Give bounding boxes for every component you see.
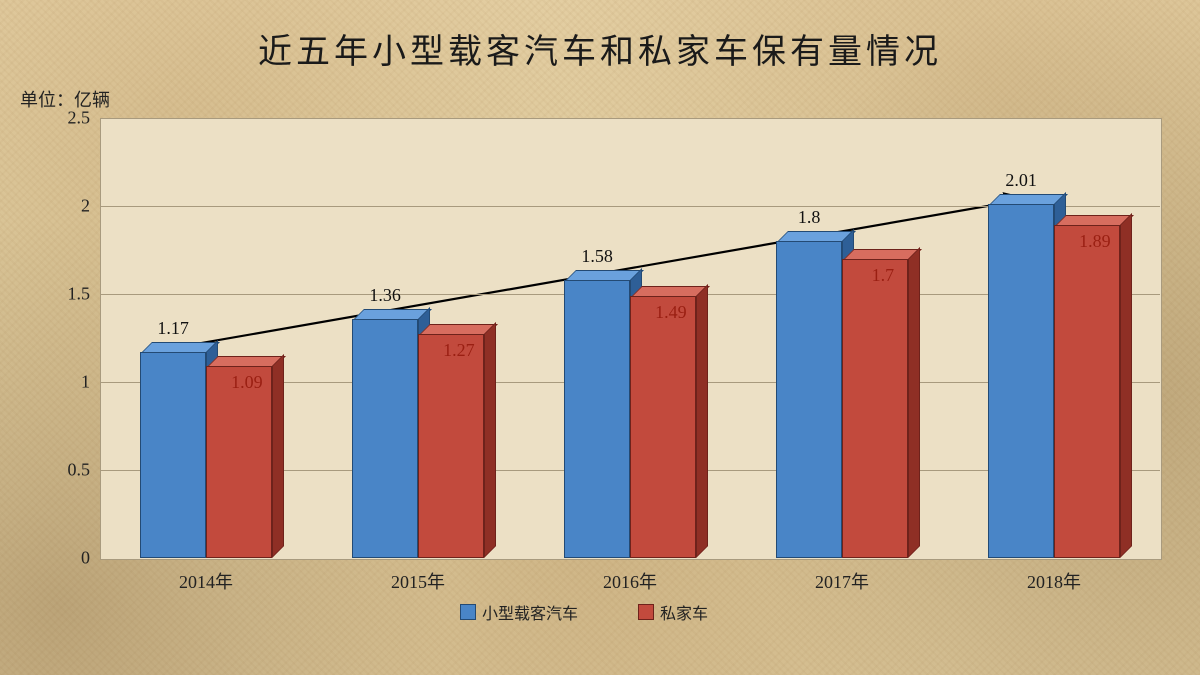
x-tick-label: 2014年	[100, 568, 312, 594]
bar	[842, 259, 908, 558]
value-label: 1.7	[842, 265, 924, 286]
legend-swatch	[460, 604, 476, 620]
legend-item: 小型载客汽车	[460, 600, 578, 624]
value-label: 1.36	[342, 285, 428, 306]
bar	[1054, 225, 1120, 558]
y-tick-label: 2	[40, 196, 90, 217]
y-tick-label: 1	[40, 372, 90, 393]
value-label: 1.49	[630, 302, 712, 323]
bar	[418, 334, 484, 558]
legend-item: 私家车	[638, 600, 708, 624]
value-label: 1.09	[206, 372, 288, 393]
bar	[988, 204, 1054, 558]
x-tick-label: 2018年	[948, 568, 1160, 594]
legend-label: 小型载客汽车	[482, 600, 578, 624]
bar	[630, 296, 696, 558]
bar	[776, 241, 842, 558]
bar	[564, 280, 630, 558]
legend-label: 私家车	[660, 600, 708, 624]
y-tick-label: 1.5	[40, 284, 90, 305]
chart-title: 近五年小型载客汽车和私家车保有量情况	[0, 24, 1200, 73]
value-label: 1.58	[554, 246, 640, 267]
x-tick-label: 2016年	[524, 568, 736, 594]
bar	[206, 366, 272, 558]
y-tick-label: 0.5	[40, 460, 90, 481]
x-tick-label: 2015年	[312, 568, 524, 594]
gridline	[100, 118, 1160, 119]
y-tick-label: 0	[40, 548, 90, 569]
y-tick-label: 2.5	[40, 108, 90, 129]
bar	[140, 352, 206, 558]
legend: 小型载客汽车 私家车	[460, 600, 708, 624]
value-label: 1.89	[1054, 231, 1136, 252]
x-tick-label: 2017年	[736, 568, 948, 594]
value-label: 1.17	[130, 318, 216, 339]
value-label: 1.27	[418, 340, 500, 361]
legend-swatch	[638, 604, 654, 620]
value-label: 1.8	[766, 207, 852, 228]
value-label: 2.01	[978, 170, 1064, 191]
bar	[352, 319, 418, 558]
